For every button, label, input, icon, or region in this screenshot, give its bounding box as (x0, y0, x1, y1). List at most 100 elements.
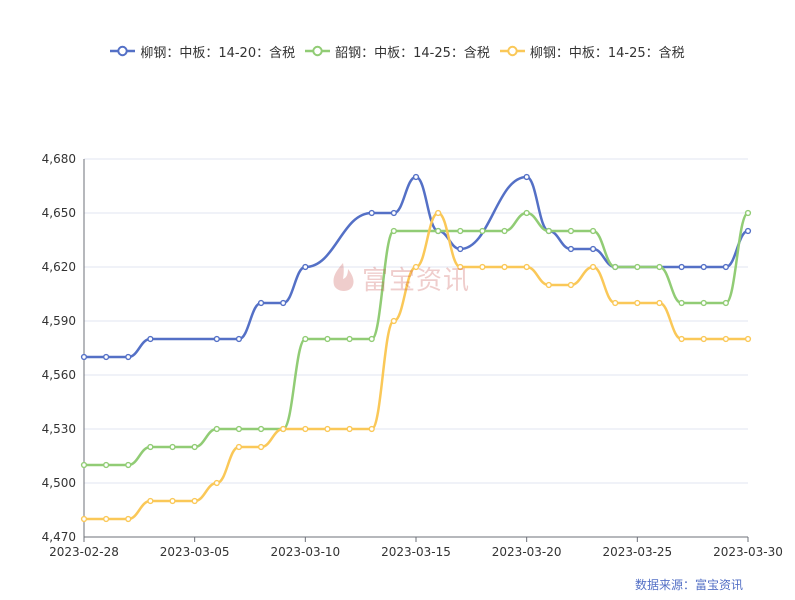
data-point[interactable] (80, 461, 88, 469)
data-point[interactable] (257, 299, 265, 307)
data-point[interactable] (147, 443, 154, 451)
data-point[interactable] (280, 425, 287, 433)
data-point[interactable] (545, 281, 552, 289)
y-tick-label: 4,680 (42, 152, 76, 166)
data-point[interactable] (501, 263, 508, 271)
data-point[interactable] (346, 335, 353, 343)
data-point[interactable] (479, 263, 486, 271)
data-point[interactable] (501, 227, 508, 235)
data-point[interactable] (213, 425, 220, 433)
data-point[interactable] (678, 263, 685, 271)
legend-line-icon (305, 45, 331, 57)
data-point[interactable] (545, 227, 552, 235)
data-point[interactable] (722, 299, 729, 307)
data-point[interactable] (103, 461, 110, 469)
data-point[interactable] (700, 263, 707, 271)
data-point[interactable] (744, 209, 752, 217)
data-point[interactable] (678, 299, 685, 307)
legend-item[interactable]: 韶钢：中板：14-25：含税 (305, 42, 490, 61)
data-point[interactable] (523, 173, 530, 181)
series-group (80, 209, 752, 469)
series-line (84, 211, 748, 521)
data-point[interactable] (280, 299, 287, 307)
data-point[interactable] (435, 227, 442, 235)
x-tick-label: 2023-03-20 (492, 545, 562, 559)
data-point[interactable] (368, 335, 375, 343)
legend-line-icon (499, 45, 525, 57)
data-point[interactable] (634, 263, 641, 271)
data-point[interactable] (235, 335, 243, 343)
data-point[interactable] (125, 353, 132, 361)
data-point[interactable] (656, 263, 663, 271)
data-point[interactable] (368, 209, 375, 217)
x-tick-label: 2023-03-30 (713, 545, 783, 559)
data-point[interactable] (634, 299, 641, 307)
data-point[interactable] (700, 335, 707, 343)
data-point[interactable] (412, 263, 420, 271)
data-point[interactable] (368, 425, 375, 433)
data-point[interactable] (169, 443, 176, 451)
data-point[interactable] (103, 353, 110, 361)
data-point[interactable] (722, 263, 729, 271)
data-point[interactable] (435, 209, 442, 217)
data-point[interactable] (612, 263, 619, 271)
data-point[interactable] (678, 335, 685, 343)
x-tick-label: 2023-02-28 (49, 545, 119, 559)
data-point[interactable] (523, 209, 530, 217)
x-tick-label: 2023-03-05 (160, 545, 230, 559)
data-point[interactable] (125, 515, 132, 523)
data-point[interactable] (235, 425, 243, 433)
data-point[interactable] (589, 263, 597, 271)
data-point[interactable] (567, 227, 575, 235)
data-point[interactable] (567, 281, 575, 289)
data-point[interactable] (302, 425, 309, 433)
y-tick-label: 4,590 (42, 314, 76, 328)
data-point[interactable] (147, 497, 154, 505)
data-point[interactable] (656, 299, 663, 307)
data-point[interactable] (589, 227, 597, 235)
data-point[interactable] (125, 461, 132, 469)
data-point[interactable] (744, 335, 752, 343)
data-point[interactable] (457, 245, 464, 253)
data-point[interactable] (191, 443, 198, 451)
data-point[interactable] (80, 515, 88, 523)
x-tick-label: 2023-03-15 (381, 545, 451, 559)
data-point[interactable] (80, 353, 88, 361)
data-point[interactable] (700, 299, 707, 307)
legend-item[interactable]: 柳钢：中板：14-20：含税 (110, 42, 295, 61)
legend-label: 韶钢：中板：14-25：含税 (335, 45, 490, 61)
legend-item[interactable]: 柳钢：中板：14-25：含税 (499, 42, 685, 61)
data-point[interactable] (390, 209, 397, 217)
data-point[interactable] (191, 497, 198, 505)
chart-legend: 柳钢：中板：14-20：含税 韶钢：中板：14-25：含税 柳钢：中板：14-25：… (0, 40, 795, 62)
data-point[interactable] (412, 173, 420, 181)
data-point[interactable] (390, 317, 397, 325)
data-point[interactable] (346, 425, 353, 433)
data-point[interactable] (257, 443, 265, 451)
legend-line-icon (110, 45, 136, 57)
data-point[interactable] (324, 425, 331, 433)
data-point[interactable] (169, 497, 176, 505)
data-point[interactable] (523, 263, 530, 271)
data-point[interactable] (213, 479, 220, 487)
data-point[interactable] (722, 335, 729, 343)
data-point[interactable] (589, 245, 597, 253)
data-point[interactable] (235, 443, 243, 451)
y-tick-label: 4,560 (42, 368, 76, 382)
data-point[interactable] (567, 245, 575, 253)
data-point[interactable] (390, 227, 397, 235)
data-point[interactable] (213, 335, 220, 343)
data-point[interactable] (612, 299, 619, 307)
data-point[interactable] (257, 425, 265, 433)
data-point[interactable] (302, 335, 309, 343)
data-point[interactable] (479, 227, 486, 235)
data-point[interactable] (457, 263, 464, 271)
data-point[interactable] (147, 335, 154, 343)
y-tick-label: 4,620 (42, 260, 76, 274)
data-point[interactable] (744, 227, 752, 235)
data-point[interactable] (302, 263, 309, 271)
data-point[interactable] (103, 515, 110, 523)
data-point[interactable] (457, 227, 464, 235)
data-point[interactable] (324, 335, 331, 343)
